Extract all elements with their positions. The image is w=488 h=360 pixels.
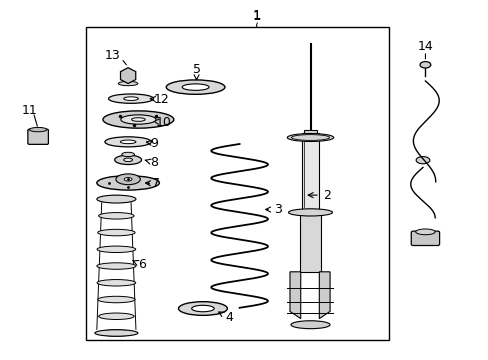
FancyBboxPatch shape	[28, 129, 48, 144]
Ellipse shape	[122, 152, 134, 157]
Bar	[303, 130, 317, 133]
Ellipse shape	[178, 302, 227, 315]
Ellipse shape	[419, 62, 430, 68]
Ellipse shape	[29, 127, 47, 132]
Text: 5: 5	[192, 63, 200, 80]
Ellipse shape	[290, 321, 329, 329]
Ellipse shape	[123, 158, 132, 162]
Ellipse shape	[287, 134, 333, 141]
Bar	[300, 211, 320, 272]
Polygon shape	[120, 68, 136, 84]
Ellipse shape	[97, 279, 136, 286]
Ellipse shape	[98, 229, 135, 236]
Ellipse shape	[116, 174, 140, 185]
Text: 13: 13	[104, 49, 120, 62]
Text: 11: 11	[21, 104, 37, 117]
Text: 7: 7	[145, 177, 160, 190]
Ellipse shape	[121, 115, 156, 124]
Ellipse shape	[166, 80, 224, 94]
Bar	[85, 27, 388, 340]
Ellipse shape	[182, 84, 209, 90]
Polygon shape	[289, 272, 300, 319]
Ellipse shape	[124, 177, 132, 181]
Ellipse shape	[105, 137, 151, 147]
Ellipse shape	[102, 111, 173, 128]
Ellipse shape	[97, 263, 136, 269]
Ellipse shape	[118, 81, 138, 86]
Ellipse shape	[98, 296, 135, 303]
Ellipse shape	[288, 209, 332, 216]
Ellipse shape	[95, 330, 138, 336]
Ellipse shape	[97, 246, 136, 253]
Ellipse shape	[131, 118, 145, 121]
Text: 14: 14	[417, 40, 432, 53]
Ellipse shape	[97, 176, 159, 190]
Ellipse shape	[97, 195, 136, 203]
Ellipse shape	[108, 94, 153, 103]
Text: 8: 8	[145, 156, 158, 169]
Polygon shape	[319, 272, 329, 319]
Text: 9: 9	[146, 137, 158, 150]
Ellipse shape	[415, 229, 434, 235]
Ellipse shape	[191, 305, 214, 312]
FancyBboxPatch shape	[410, 231, 439, 246]
Text: 6: 6	[132, 258, 145, 271]
Text: 4: 4	[218, 311, 232, 324]
Text: 1: 1	[252, 10, 261, 23]
Text: 2: 2	[307, 189, 330, 202]
Text: 3: 3	[265, 203, 281, 216]
Ellipse shape	[100, 196, 133, 202]
Ellipse shape	[99, 313, 134, 320]
Ellipse shape	[99, 212, 134, 219]
Ellipse shape	[100, 330, 133, 336]
Ellipse shape	[120, 140, 136, 144]
Text: 12: 12	[150, 93, 169, 106]
Ellipse shape	[115, 155, 142, 165]
Bar	[301, 133, 319, 211]
Ellipse shape	[123, 97, 138, 100]
Ellipse shape	[415, 157, 429, 164]
Text: 10: 10	[152, 116, 171, 129]
Text: 1: 1	[252, 9, 261, 22]
